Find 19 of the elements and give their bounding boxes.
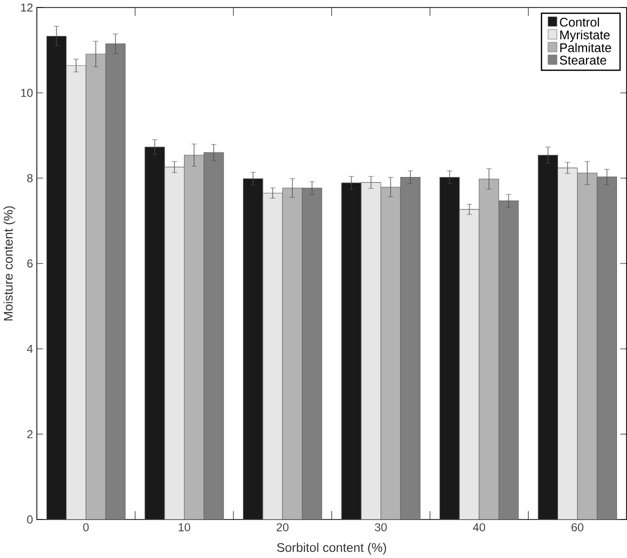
y-tick-label: 6 [27,259,33,268]
y-axis-title: Moisture content (%) [4,206,16,320]
y-tick-label: 0 [27,515,33,524]
y-tick-label: 12 [21,4,33,12]
x-tick-label: 20 [276,523,288,532]
y-tick-label: 4 [26,344,33,353]
y-tick-label: 10 [21,88,33,97]
y-tick-label: 8 [27,174,33,182]
x-tick-label: 0 [83,523,89,532]
legend-label: Myristate [560,30,610,42]
y-tick-label: 2 [27,430,33,438]
legend-label: Stearate [560,56,606,65]
x-tick-label: 40 [472,523,486,532]
x-tick-label: 60 [572,523,584,532]
x-tick-label: 30 [374,523,387,532]
x-axis-title: Sorbitol content (%) [277,542,386,554]
legend-label: Control [560,17,599,27]
x-tick-label: 10 [178,523,190,532]
legend-label: Palmitate [560,43,612,52]
